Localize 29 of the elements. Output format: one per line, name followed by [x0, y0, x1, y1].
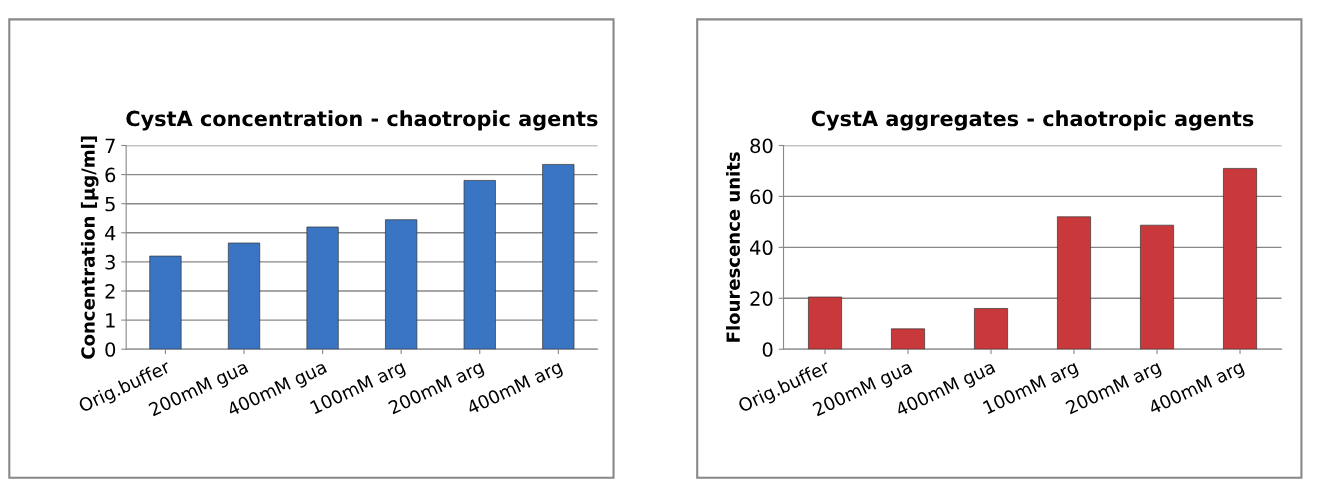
y-tick-label: 6	[105, 167, 116, 183]
bar	[385, 219, 418, 350]
y-tick-label: 1	[106, 313, 115, 328]
y-tick-label: 3	[105, 254, 115, 270]
bar	[542, 164, 575, 350]
chart-title: CystA aggregates - chaotropic agents	[811, 110, 1254, 131]
y-tick-label: 4	[105, 226, 116, 241]
y-tick-label: 80	[750, 138, 773, 154]
bar	[1140, 224, 1174, 350]
y-axis-title: Flourescence units	[726, 152, 740, 342]
y-tick-label: 40	[750, 240, 773, 256]
bar	[463, 180, 496, 350]
y-tick-label: 20	[750, 291, 773, 306]
y-axis-title: Concentration [µg/ml]	[80, 136, 99, 359]
y-tick-label: 7	[105, 138, 115, 153]
bar	[306, 226, 339, 350]
y-tick-label: 0	[105, 342, 116, 357]
bar	[808, 296, 842, 350]
y-tick-label: 0	[762, 342, 773, 357]
y-tick-label: 2	[105, 283, 115, 299]
y-tick-label: 60	[750, 189, 773, 205]
bar	[149, 255, 182, 350]
chart-title: CystA concentration - chaotropic agents	[126, 110, 598, 131]
bar	[974, 308, 1008, 350]
bar	[891, 328, 925, 350]
y-tick-label: 5	[105, 196, 115, 212]
bar	[1057, 216, 1091, 350]
bar	[1223, 168, 1257, 350]
bar	[227, 242, 261, 350]
